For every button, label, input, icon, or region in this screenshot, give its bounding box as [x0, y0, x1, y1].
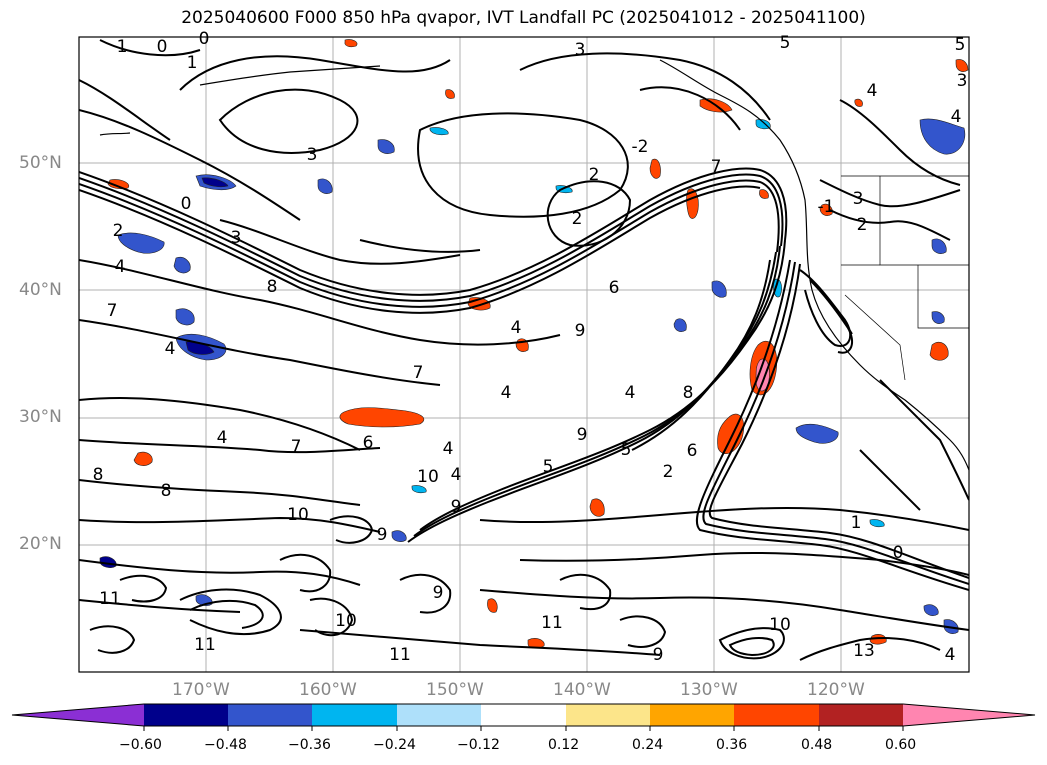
colorbar-tick-label: −0.36: [288, 737, 331, 753]
contour-label: 4: [451, 465, 462, 485]
contour-label: 2: [663, 462, 674, 482]
contour-label: 2: [113, 221, 124, 241]
contour-label: 9: [433, 583, 444, 603]
contour-label: 13: [853, 641, 875, 661]
colorbar-tick-label: −0.60: [119, 737, 162, 753]
contour-label: 7: [107, 301, 118, 321]
lat-label-50n: 50°N: [19, 153, 62, 173]
lat-label-30n: 30°N: [19, 407, 62, 427]
contour-label: 4: [951, 107, 962, 127]
contour-label: 3: [307, 145, 318, 165]
chart-title: 2025040600 F000 850 hPa qvapor, IVT Land…: [181, 8, 866, 28]
contour-label: 6: [609, 278, 620, 298]
contour-label: 2: [857, 215, 868, 235]
contour-label: 10: [769, 615, 791, 635]
contour-label: 2: [572, 209, 583, 229]
contour-label: 8: [683, 383, 694, 403]
contour-label: 6: [363, 433, 374, 453]
contour-label: 9: [653, 645, 664, 665]
contour-label: 3: [957, 71, 968, 91]
colorbar-tick-label: −0.24: [373, 737, 416, 753]
map-content: [79, 37, 969, 672]
colorbar-tick-label: 0.36: [716, 737, 748, 753]
contour-label: 4: [867, 81, 878, 101]
contour-label: 11: [389, 645, 411, 665]
colorbar-tick-label: 0.12: [548, 737, 580, 753]
contour-label: 4: [217, 428, 228, 448]
colorbar-tick-label: 0.24: [632, 737, 664, 753]
contour-label: 11: [99, 589, 121, 609]
contour-label: 8: [93, 465, 104, 485]
lon-label-170w: 170°W: [172, 680, 230, 700]
contour-label: 9: [451, 497, 462, 517]
contour-label: 3: [575, 40, 586, 60]
contour-label: -2: [632, 137, 649, 157]
contour-label: 4: [165, 339, 176, 359]
contour-label: 6: [687, 441, 698, 461]
contour-label: 0: [199, 29, 210, 49]
contour-label: 5: [955, 35, 966, 55]
lon-label-150w: 150°W: [426, 680, 484, 700]
contour-label: 8: [161, 481, 172, 501]
contour-label: 0: [893, 543, 904, 563]
contour-label: 9: [577, 425, 588, 445]
contour-lines: [79, 39, 969, 661]
contour-label: 3: [231, 228, 242, 248]
contour-label: 11: [541, 613, 563, 633]
colorbar-tick-label: −0.48: [204, 737, 247, 753]
colorbar-tick-label: 0.48: [801, 737, 833, 753]
contour-label: 5: [543, 457, 554, 477]
contour-label: 10: [417, 467, 439, 487]
contour-label: 5: [621, 440, 632, 460]
contour-label: 4: [443, 439, 454, 459]
contour-label: 1: [851, 513, 862, 533]
contour-label: 3: [853, 189, 864, 209]
contour-label: 7: [413, 363, 424, 383]
lon-label-140w: 140°W: [553, 680, 611, 700]
contour-label: 1: [117, 37, 128, 57]
contour-label: 11: [194, 635, 216, 655]
contour-label: 10: [287, 505, 309, 525]
contour-label: 1: [187, 53, 198, 73]
map-background: [79, 37, 969, 672]
borders: [841, 175, 969, 381]
lat-label-20n: 20°N: [19, 534, 62, 554]
lon-label-160w: 160°W: [299, 680, 357, 700]
contour-label: 10: [335, 611, 357, 631]
contour-label: 0: [157, 37, 168, 57]
lon-label-120w: 120°W: [807, 680, 865, 700]
contour-label: -1: [818, 197, 835, 217]
contour-label: 4: [501, 383, 512, 403]
contour-label: 9: [377, 525, 388, 545]
contour-label: 4: [511, 318, 522, 338]
contour-label: 2: [589, 165, 600, 185]
lat-label-40n: 40°N: [19, 280, 62, 300]
contour-label: 8: [267, 277, 278, 297]
colorbar-tick-label: 0.60: [885, 737, 917, 753]
contour-label: 4: [625, 383, 636, 403]
contour-label: 5: [780, 33, 791, 53]
map-frame: [78, 36, 970, 673]
contour-label: 9: [575, 321, 586, 341]
contour-label: 4: [115, 257, 126, 277]
contour-label: 4: [945, 645, 956, 665]
lon-label-130w: 130°W: [680, 680, 738, 700]
contour-label: 7: [711, 157, 722, 177]
coastline: [99, 59, 969, 471]
colorbar-tick-label: −0.12: [457, 737, 500, 753]
contour-label: 0: [181, 194, 192, 214]
contour-label: 7: [291, 437, 302, 457]
